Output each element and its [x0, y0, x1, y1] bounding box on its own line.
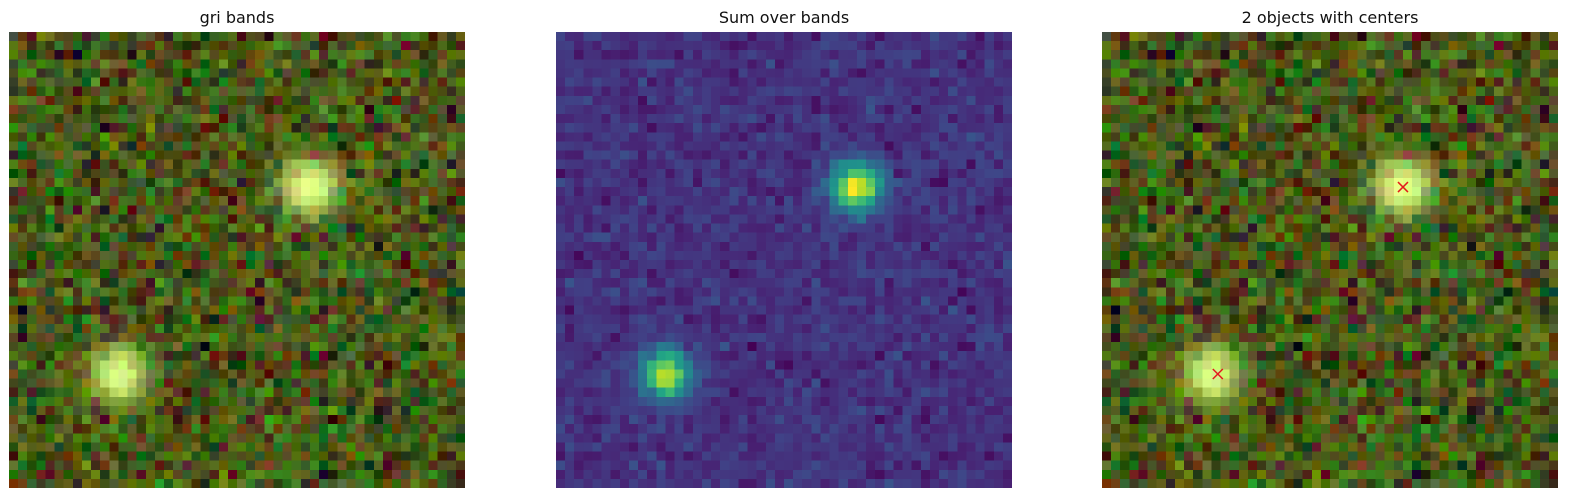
objects-with-centers-heatmap — [1102, 32, 1558, 488]
gri-bands-image — [9, 32, 465, 488]
sum-over-bands-heatmap — [556, 32, 1012, 488]
panel-gri-bands: gri bands — [9, 0, 465, 498]
panel-objects-with-centers: 2 objects with centers — [1102, 0, 1558, 498]
gri-bands-heatmap — [9, 32, 465, 488]
panel-title: Sum over bands — [718, 8, 850, 27]
objects-with-centers-image — [1102, 32, 1558, 488]
panel-title: gri bands — [199, 8, 275, 27]
panel-sum-over-bands: Sum over bands — [556, 0, 1012, 498]
sum-over-bands-image — [556, 32, 1012, 488]
panel-title: 2 objects with centers — [1241, 8, 1419, 27]
